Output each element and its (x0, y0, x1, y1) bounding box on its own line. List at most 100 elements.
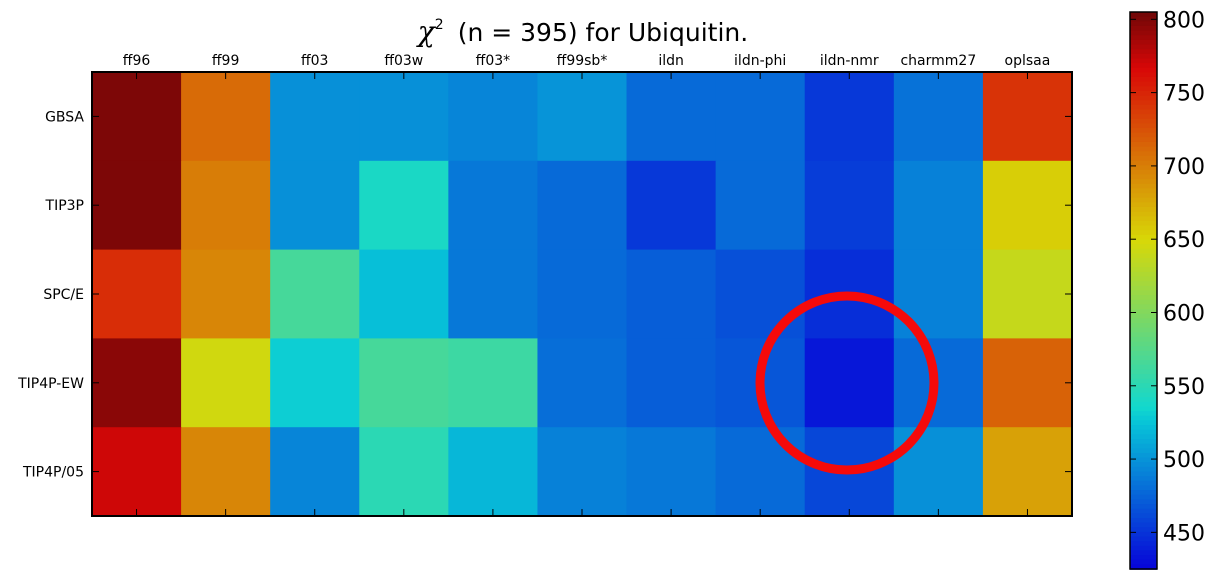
colorbar-segment (1130, 155, 1157, 162)
colorbar-segment (1130, 262, 1157, 269)
colorbar-tick-label: 650 (1163, 228, 1205, 253)
heatmap-cell (92, 427, 182, 517)
heatmap-cell (537, 160, 628, 251)
colorbar-segment (1130, 425, 1157, 431)
heatmap-cell (92, 338, 182, 428)
colorbar-segment (1130, 285, 1157, 292)
colorbar-segment (1130, 304, 1157, 310)
heatmap-cell (448, 338, 539, 428)
colorbar-segment (1130, 429, 1157, 436)
colorbar-segment (1130, 197, 1157, 204)
colorbar-segment (1130, 86, 1157, 92)
column-label: ff03w (384, 53, 423, 69)
colorbar-segment (1130, 137, 1157, 143)
colorbar-segment (1130, 104, 1157, 111)
colorbar-segment (1130, 72, 1157, 78)
colorbar-segment (1130, 355, 1157, 361)
colorbar-segment (1130, 485, 1157, 491)
colorbar-segment (1130, 244, 1157, 250)
colorbar-segment (1130, 123, 1157, 129)
colorbar-segment (1130, 480, 1157, 487)
colorbar-segment (1130, 439, 1157, 445)
colorbar-segment (1130, 39, 1157, 46)
heatmap-cell (92, 72, 182, 162)
heatmap-cell (181, 427, 271, 517)
colorbar-segment (1130, 183, 1157, 190)
colorbar-segment (1130, 30, 1157, 37)
colorbar-tick-label: 700 (1163, 155, 1205, 180)
colorbar-segment (1130, 462, 1157, 468)
colorbar-segment (1130, 109, 1157, 115)
colorbar-segment (1130, 114, 1157, 120)
colorbar-segment (1130, 401, 1157, 408)
colorbar-segment (1130, 313, 1157, 320)
colorbar-segment (1130, 253, 1157, 259)
heatmap-cell (92, 160, 182, 251)
heatmap-cell (537, 72, 628, 162)
colorbar-tick-label: 500 (1163, 448, 1205, 473)
row-label: TIP3P (45, 198, 84, 214)
heatmap-cell (537, 427, 628, 517)
heatmap-cell (893, 160, 984, 251)
colorbar-segment (1130, 369, 1157, 375)
column-labels: ff96 ff99 ff03 ff03w ff03* ff99sb* ildn ildn-ph… (123, 53, 1051, 69)
colorbar-segment (1130, 517, 1157, 524)
colorbar-segment (1130, 35, 1157, 41)
colorbar-segment (1130, 160, 1157, 166)
row-label: SPC/E (43, 287, 84, 303)
column-label: charmm27 (900, 53, 976, 69)
colorbar-segment (1130, 44, 1157, 50)
colorbar-segment (1130, 322, 1157, 329)
colorbar-segment (1130, 350, 1157, 357)
colorbar-segment (1130, 12, 1157, 18)
highlight-circle (755, 291, 939, 475)
heatmap-cell (982, 338, 1073, 428)
heatmap-cell (537, 338, 628, 428)
colorbar-segment (1130, 406, 1157, 412)
colorbar-segment (1130, 448, 1157, 454)
heatmap-cell (181, 72, 271, 162)
colorbar-segment (1130, 193, 1157, 199)
heatmap-cell (626, 160, 717, 251)
heatmap-cell (804, 338, 895, 428)
colorbar-segment (1130, 281, 1157, 287)
colorbar-segment (1130, 132, 1157, 139)
colorbar-segment (1130, 420, 1157, 426)
colorbar-segment (1130, 336, 1157, 343)
colorbar-frame (1129, 11, 1158, 570)
colorbar-segment (1130, 508, 1157, 515)
column-label: ildn (658, 53, 684, 69)
colorbar-segment (1130, 466, 1157, 473)
colorbar-segment (1130, 95, 1157, 101)
title-exponent: 2 (435, 17, 444, 33)
colorbar-segment (1130, 522, 1157, 529)
column-label: ff99sb* (557, 53, 608, 69)
heatmap-cell (982, 160, 1073, 251)
colorbar-segment (1130, 230, 1157, 236)
heatmap-cell (448, 72, 539, 162)
colorbar-segment (1130, 457, 1157, 464)
colorbar-segment (1130, 188, 1157, 194)
column-label: ildn-phi (734, 53, 786, 69)
heatmap-cell (982, 249, 1073, 339)
heatmap-cell (359, 249, 449, 339)
colorbar-segment (1130, 504, 1157, 510)
heatmap-cell (359, 427, 449, 517)
colorbar-tick-label: 800 (1163, 8, 1205, 33)
colorbar-segment (1130, 16, 1157, 23)
colorbar-tick-label: 550 (1163, 375, 1205, 400)
colorbar-segment (1130, 165, 1157, 171)
colorbar-segment (1130, 434, 1157, 440)
heatmap-cell (804, 72, 895, 162)
heatmap-cell (270, 160, 360, 251)
colorbar-segment (1130, 174, 1157, 180)
column-label: ff03* (476, 53, 510, 69)
heatmap-cell (982, 72, 1073, 162)
row-label: GBSA (45, 109, 84, 125)
colorbar-segment (1130, 81, 1157, 88)
heatmap-cell (359, 72, 449, 162)
row-label: TIP4P-EW (17, 376, 84, 392)
heatmap-cell (537, 249, 628, 339)
colorbar-segment (1130, 471, 1157, 477)
colorbar-segment (1130, 346, 1157, 352)
